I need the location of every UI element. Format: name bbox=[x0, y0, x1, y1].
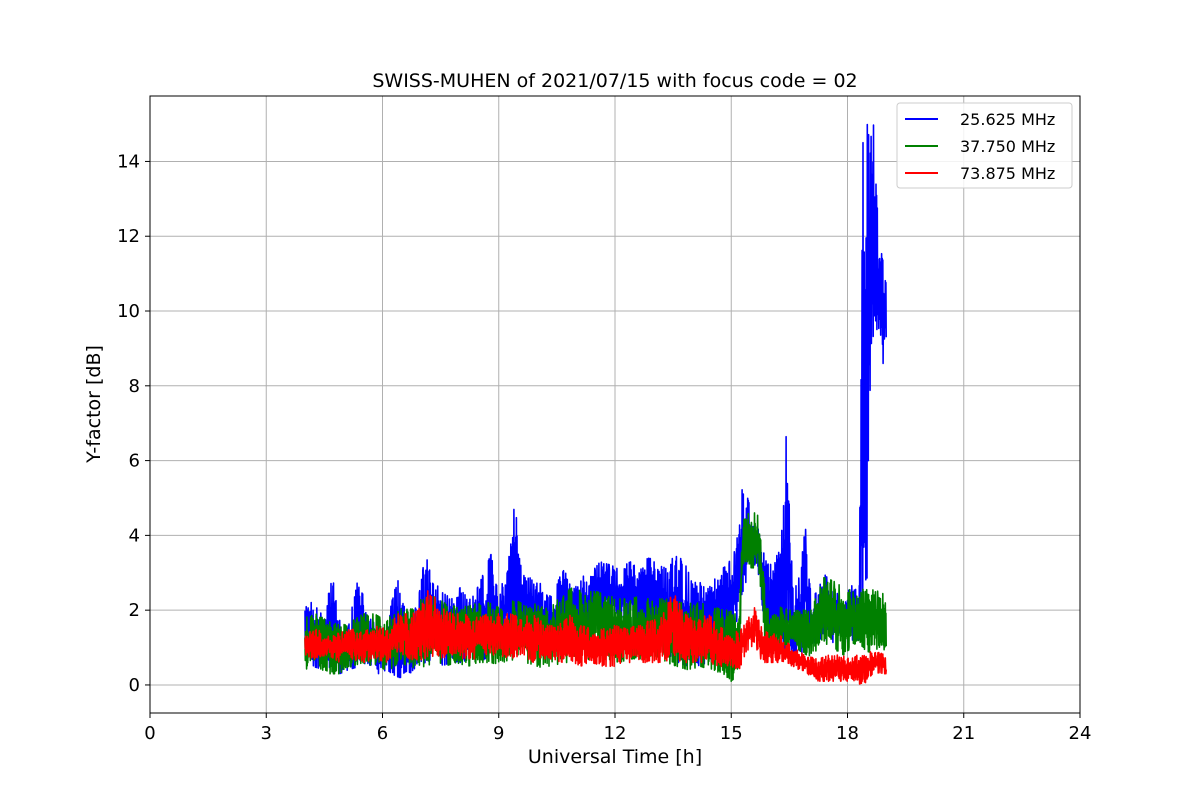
x-tick-label: 6 bbox=[377, 723, 388, 744]
x-tick-label: 3 bbox=[261, 723, 272, 744]
x-tick-label: 24 bbox=[1069, 723, 1092, 744]
x-tick-label: 9 bbox=[493, 723, 504, 744]
x-tick-label: 12 bbox=[604, 723, 627, 744]
y-tick-label: 14 bbox=[117, 151, 140, 172]
y-tick-label: 6 bbox=[129, 451, 140, 472]
y-axis-label: Y-factor [dB] bbox=[83, 345, 105, 464]
series-group bbox=[304, 123, 887, 685]
x-tick-label: 0 bbox=[144, 723, 155, 744]
legend-label: 73.875 MHz bbox=[960, 164, 1055, 183]
legend: 25.625 MHz 37.750 MHz 73.875 MHz bbox=[896, 102, 1073, 189]
y-tick-label: 8 bbox=[129, 376, 140, 397]
y-tick-label: 4 bbox=[129, 525, 140, 546]
legend-label: 37.750 MHz bbox=[960, 137, 1055, 156]
y-tick-label: 10 bbox=[117, 301, 140, 322]
x-tick-label: 21 bbox=[952, 723, 975, 744]
chart-title: SWISS-MUHEN of 2021/07/15 with focus cod… bbox=[372, 70, 857, 92]
x-axis-label: Universal Time [h] bbox=[528, 746, 702, 768]
y-tick-label: 0 bbox=[129, 675, 140, 696]
x-tick-label: 15 bbox=[720, 723, 743, 744]
legend-box bbox=[896, 102, 1073, 189]
x-tick-label: 18 bbox=[836, 723, 859, 744]
legend-label: 25.625 MHz bbox=[960, 110, 1055, 129]
y-tick-label: 2 bbox=[129, 600, 140, 621]
y-tick-label: 12 bbox=[117, 226, 140, 247]
series-line bbox=[304, 590, 887, 685]
